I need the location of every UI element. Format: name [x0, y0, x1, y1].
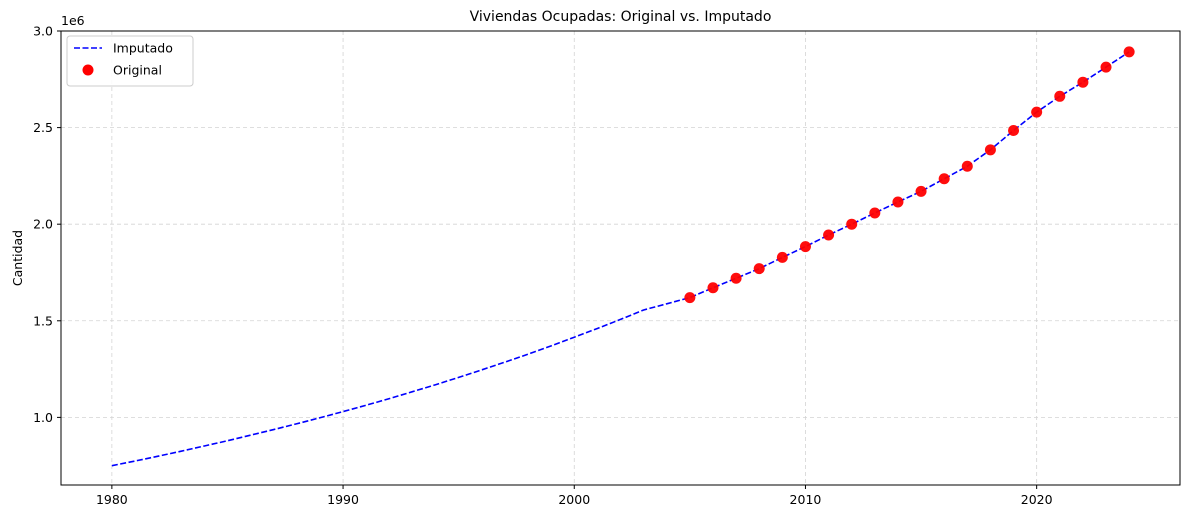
y-tick-label: 1.0: [33, 410, 53, 425]
x-tick-label: 1990: [327, 492, 359, 507]
point-original: [707, 282, 719, 294]
series-line-imputado: [111, 51, 1130, 467]
point-original: [1054, 90, 1066, 102]
point-original: [1008, 124, 1020, 136]
point-original: [869, 207, 881, 219]
y-tick-label: 3.0: [33, 24, 53, 39]
point-original: [961, 160, 973, 172]
y-tick-label: 1.5: [33, 313, 53, 328]
x-tick-label: 1980: [96, 492, 128, 507]
point-original: [1077, 76, 1089, 88]
point-original: [1031, 106, 1043, 118]
plot-series: [111, 46, 1135, 467]
point-original: [776, 251, 788, 263]
legend: Imputado Original: [66, 35, 194, 87]
point-original: [730, 272, 742, 284]
legend-marker-original: [82, 64, 94, 76]
point-original: [892, 196, 904, 208]
axis-ticks: 1980 1990 2000 2010 2020 1.0 1.5 2.0 2.5 3.0: [33, 24, 1053, 508]
point-original: [846, 218, 858, 230]
y-tick-label: 2.5: [33, 120, 53, 135]
y-axis-offset-text: 1e6: [61, 13, 85, 28]
legend-label-imputado: Imputado: [113, 41, 173, 56]
point-original: [915, 185, 927, 197]
legend-label-original: Original: [113, 63, 162, 78]
grid-lines: [61, 30, 1180, 485]
plot-frame: [60, 30, 1181, 486]
legend-box: [66, 35, 194, 87]
y-tick-label: 2.0: [33, 217, 53, 232]
chart-title: Viviendas Ocupadas: Original vs. Imputad…: [470, 9, 772, 25]
point-original: [1123, 46, 1135, 58]
point-original: [684, 292, 696, 304]
x-tick-label: 2020: [1021, 492, 1053, 507]
x-tick-label: 2010: [790, 492, 822, 507]
point-original: [938, 173, 950, 185]
point-original: [823, 229, 835, 241]
point-original: [799, 241, 811, 253]
x-tick-label: 2000: [558, 492, 590, 507]
y-axis-label: Cantidad: [10, 230, 25, 286]
point-original: [753, 263, 765, 275]
point-original: [984, 144, 996, 156]
point-original: [1100, 61, 1112, 73]
